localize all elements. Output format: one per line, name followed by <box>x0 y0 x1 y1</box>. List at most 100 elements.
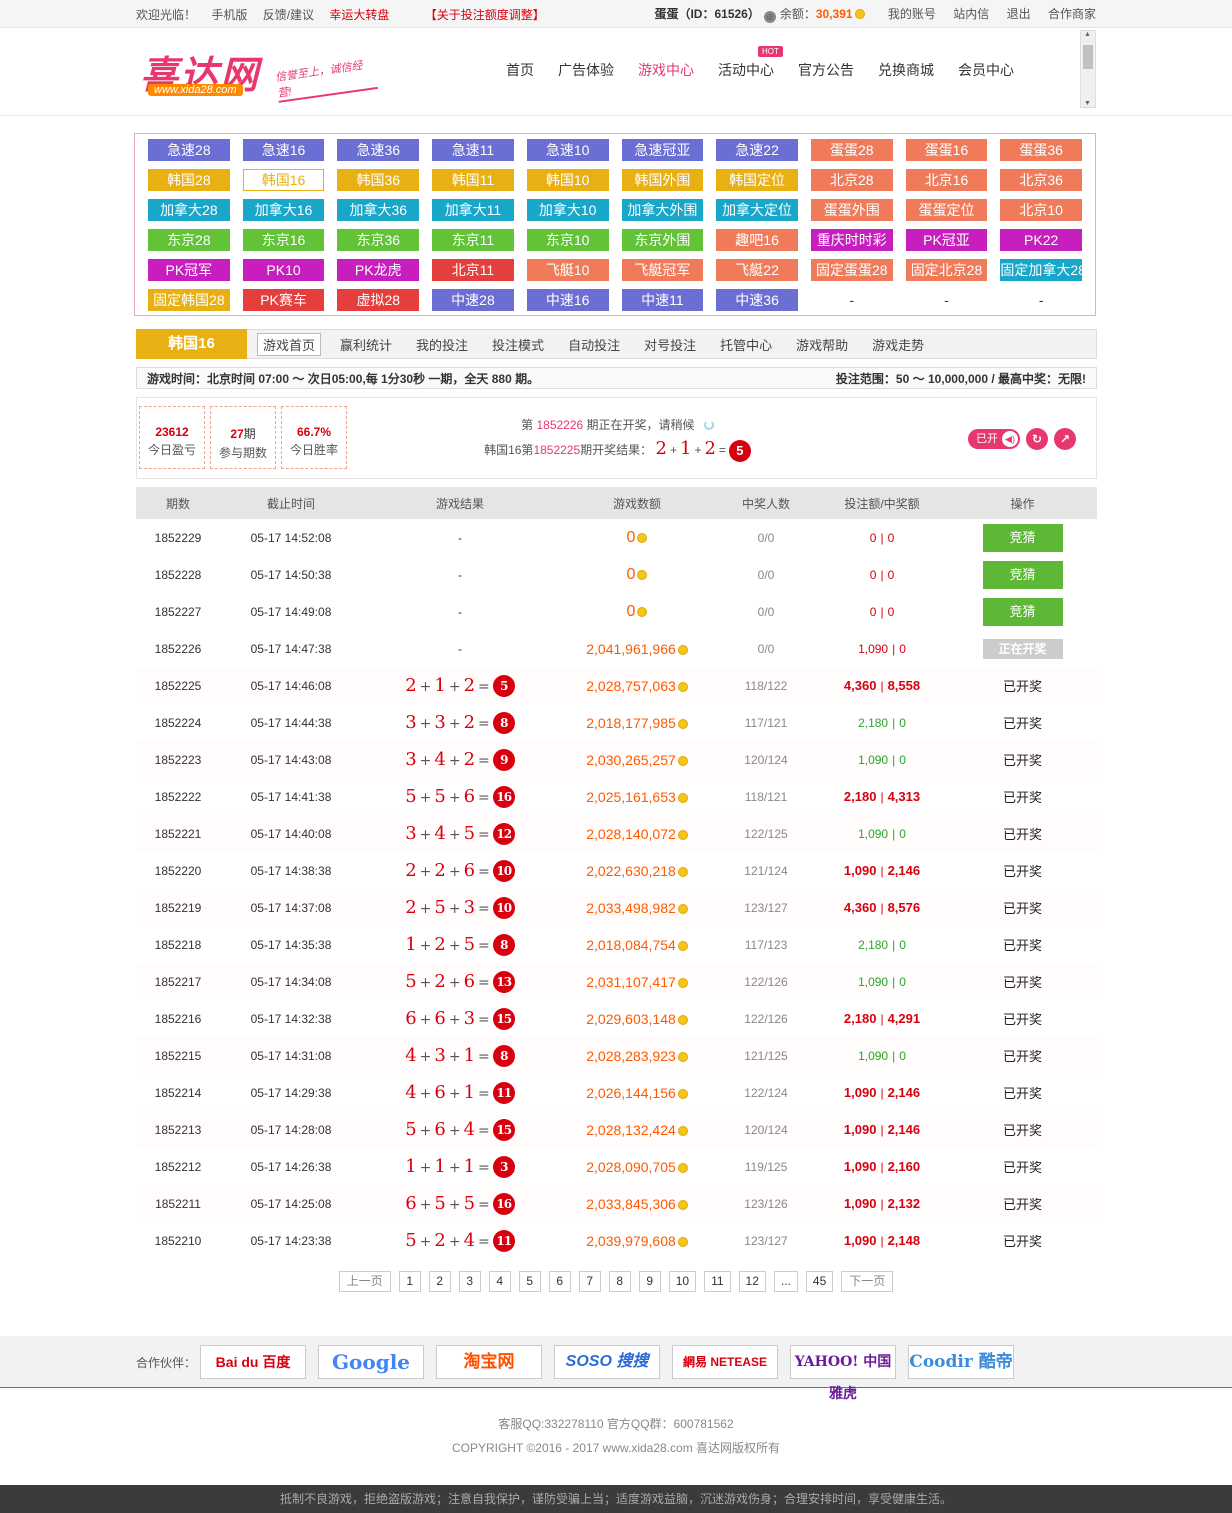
page-button[interactable]: 8 <box>608 1271 631 1292</box>
game-button[interactable]: 急速16 <box>242 139 325 161</box>
game-button[interactable]: 中速36 <box>716 289 798 311</box>
bet-button[interactable]: 竞猜 <box>982 523 1063 552</box>
game-button[interactable]: 韩国16 <box>242 169 325 191</box>
netease-logo[interactable]: 網易 NETEASE <box>672 1345 779 1379</box>
nav-item[interactable]: 活动中心 HOT <box>718 46 783 80</box>
coodir-logo[interactable]: Coodir 酷帝 <box>908 1345 1015 1379</box>
game-button[interactable]: 急速28 <box>148 139 230 161</box>
game-button[interactable]: 趣吧16 <box>716 229 798 251</box>
page-button[interactable]: 10 <box>668 1271 697 1292</box>
game-button[interactable]: 固定加拿大28 <box>1000 259 1083 281</box>
game-button[interactable]: 加拿大28 <box>148 199 230 221</box>
notice-link[interactable]: 【关于投注额度调整】 <box>424 7 545 22</box>
nav-item[interactable]: 兑换商城 <box>878 62 934 78</box>
game-button[interactable]: 加拿大外围 <box>621 199 704 221</box>
page-button[interactable]: 11 <box>704 1271 731 1292</box>
game-button[interactable]: 加拿大10 <box>526 199 609 221</box>
game-button[interactable]: PK龙虎 <box>337 259 420 281</box>
game-button[interactable]: 飞艇10 <box>526 259 609 281</box>
game-button[interactable]: 虚拟28 <box>337 289 420 311</box>
game-button[interactable]: 东京10 <box>526 229 609 251</box>
sound-toggle[interactable]: 已开 ◀) <box>968 429 1020 449</box>
game-button[interactable]: 韩国定位 <box>716 169 798 191</box>
game-button[interactable]: 北京10 <box>1000 199 1083 221</box>
header-scrollbar[interactable]: ▲ ▼ <box>1080 30 1096 108</box>
scroll-down-icon[interactable]: ▼ <box>1084 100 1091 107</box>
game-button[interactable]: 重庆时时彩 <box>810 229 893 251</box>
game-tab[interactable]: 自动投注 <box>568 337 621 353</box>
nav-item[interactable]: 官方公告 <box>798 62 854 78</box>
game-tab[interactable]: 投注模式 <box>492 337 545 353</box>
game-button[interactable]: 中速16 <box>526 289 609 311</box>
game-button[interactable]: 固定蛋蛋28 <box>810 259 893 281</box>
game-button[interactable]: 蛋蛋外围 <box>810 199 893 221</box>
page-button[interactable]: 4 <box>488 1271 511 1292</box>
taobao-logo[interactable]: 淘宝网 <box>436 1345 543 1379</box>
game-tab[interactable]: 游戏走势 <box>872 337 925 353</box>
page-button[interactable]: 9 <box>638 1271 661 1292</box>
inbox-link[interactable]: 站内信 <box>953 7 990 21</box>
game-button[interactable]: 飞艇冠军 <box>621 259 704 281</box>
logout-link[interactable]: 退出 <box>1006 7 1031 21</box>
game-button[interactable]: 急速11 <box>432 139 514 161</box>
next-page-button[interactable]: 下一页 <box>841 1271 894 1292</box>
game-button[interactable]: 急速22 <box>716 139 798 161</box>
game-button[interactable]: 韩国36 <box>337 169 420 191</box>
page-button[interactable]: 45 <box>805 1271 834 1292</box>
bet-button[interactable]: 竞猜 <box>982 597 1063 626</box>
game-button[interactable]: 蛋蛋16 <box>905 139 988 161</box>
game-button[interactable]: 加拿大11 <box>432 199 514 221</box>
game-button[interactable]: 急速10 <box>526 139 609 161</box>
page-button[interactable]: 5 <box>518 1271 541 1292</box>
game-button[interactable]: 加拿大定位 <box>716 199 798 221</box>
game-button[interactable]: 东京外围 <box>621 229 704 251</box>
refresh-icon[interactable]: ↻ <box>1026 428 1048 450</box>
game-button[interactable]: 韩国10 <box>526 169 609 191</box>
nav-item[interactable]: 广告体验 <box>558 62 614 78</box>
game-button[interactable]: 急速36 <box>337 139 420 161</box>
game-button[interactable]: 飞艇22 <box>716 259 798 281</box>
game-tab[interactable]: 我的投注 <box>416 337 469 353</box>
game-button[interactable]: 中速11 <box>621 289 704 311</box>
merchant-link[interactable]: 合作商家 <box>1047 7 1096 21</box>
nav-item[interactable]: 游戏中心 <box>638 62 694 78</box>
game-button[interactable]: 北京16 <box>905 169 988 191</box>
game-button[interactable]: 韩国外围 <box>621 169 704 191</box>
scroll-up-icon[interactable]: ▲ <box>1084 31 1091 38</box>
page-button[interactable]: 6 <box>548 1271 571 1292</box>
game-tab[interactable]: 托管中心 <box>720 337 773 353</box>
game-button[interactable]: 东京28 <box>148 229 230 251</box>
google-logo[interactable]: Google <box>318 1345 425 1379</box>
baidu-logo[interactable]: Bai du 百度 <box>200 1345 307 1379</box>
game-button[interactable]: 加拿大36 <box>337 199 420 221</box>
page-button[interactable]: 12 <box>738 1271 766 1292</box>
game-button[interactable]: PK赛车 <box>242 289 325 311</box>
game-button[interactable]: 韩国11 <box>432 169 514 191</box>
game-tab[interactable]: 对号投注 <box>644 337 697 353</box>
game-button[interactable]: PK冠军 <box>148 259 230 281</box>
game-button[interactable]: 急速冠亚 <box>621 139 704 161</box>
page-button[interactable]: 3 <box>458 1271 481 1292</box>
game-button[interactable]: 东京11 <box>432 229 514 251</box>
prev-page-button[interactable]: 上一页 <box>338 1271 391 1292</box>
game-button[interactable]: 蛋蛋28 <box>810 139 893 161</box>
game-button[interactable]: 蛋蛋36 <box>1000 139 1083 161</box>
my-account-link[interactable]: 我的账号 <box>887 7 936 21</box>
trend-chart-icon[interactable]: ↗ <box>1054 428 1076 450</box>
game-button[interactable]: 固定北京28 <box>905 259 988 281</box>
game-button[interactable]: 北京36 <box>1000 169 1083 191</box>
mobile-link[interactable]: 手机版 <box>211 7 248 22</box>
game-button[interactable]: 韩国28 <box>148 169 230 191</box>
nav-item[interactable]: 首页 <box>506 62 534 78</box>
page-button[interactable]: 1 <box>398 1271 421 1292</box>
game-button[interactable]: PK22 <box>1000 229 1083 251</box>
game-button[interactable]: 固定韩国28 <box>148 289 230 311</box>
site-logo[interactable]: 喜达网 www.xida28.com 信誉至上，诚信经营! <box>136 42 378 103</box>
lucky-wheel-link[interactable]: 幸运大转盘 <box>329 7 390 22</box>
game-button[interactable]: 中速28 <box>432 289 514 311</box>
game-tab[interactable]: 赢利统计 <box>340 337 393 353</box>
page-button[interactable]: 7 <box>578 1271 601 1292</box>
game-button[interactable]: PK10 <box>242 259 325 281</box>
game-button[interactable]: 东京36 <box>337 229 420 251</box>
nav-item[interactable]: 会员中心 <box>958 62 1014 78</box>
